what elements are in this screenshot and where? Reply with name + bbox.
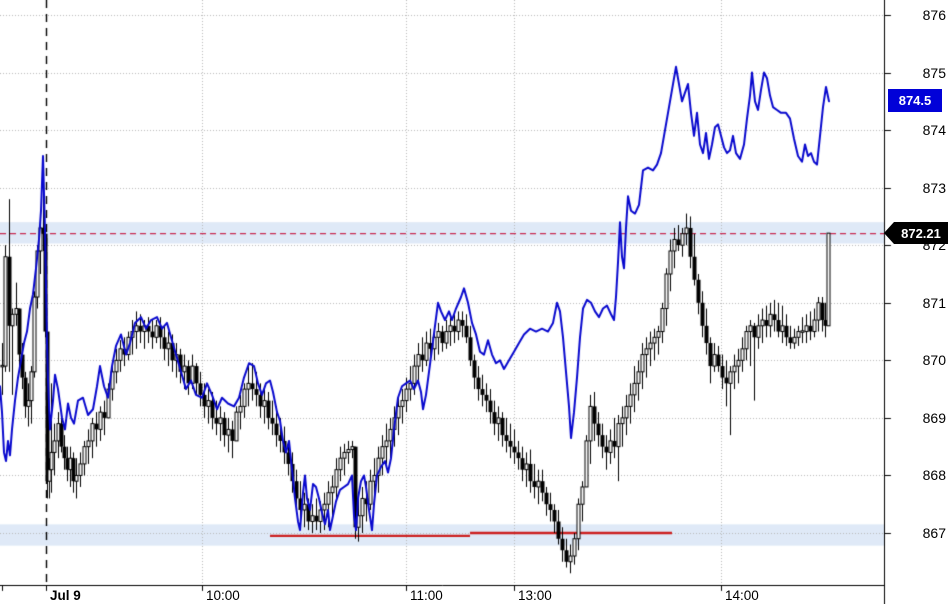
y-axis-label-871: 871	[922, 294, 946, 311]
black-last-price-value: 872.21	[901, 225, 941, 241]
y-axis-label-868: 868	[922, 467, 946, 484]
y-axis-label-870: 870	[922, 352, 946, 369]
y-axis-label-875: 875	[922, 64, 946, 81]
blue-last-price-value: 874.5	[898, 93, 932, 109]
y-axis-label-867: 867	[922, 524, 946, 541]
y-axis-label-869: 869	[922, 409, 946, 426]
black-last-price-badge: 872.21	[884, 222, 948, 245]
x-axis-label-11:00: 11:00	[410, 588, 443, 603]
y-axis-label-876: 876	[922, 7, 946, 23]
y-axis-label-873: 873	[922, 179, 946, 196]
x-axis-label-10:00: 10:00	[206, 588, 240, 603]
x-axis-label-jul-9: Jul 9	[50, 588, 81, 603]
x-axis-label-14:00: 14:00	[725, 588, 759, 603]
blue-last-price-badge: 874.5	[888, 89, 942, 113]
y-axis-label-874: 874	[922, 122, 946, 139]
x-axis-label-13:00: 13:00	[518, 588, 552, 603]
arrow-left-icon	[884, 222, 894, 245]
